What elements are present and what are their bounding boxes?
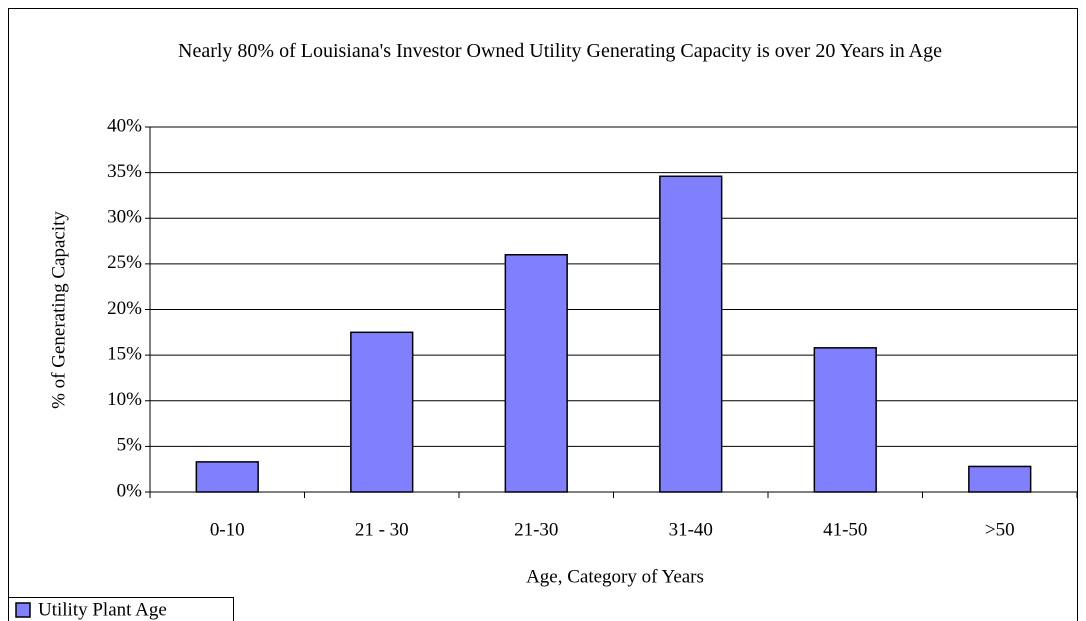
y-tick-label: 35% bbox=[107, 161, 142, 182]
bar bbox=[968, 465, 1032, 493]
x-tick-label: >50 bbox=[985, 519, 1015, 540]
y-tick-label: 40% bbox=[107, 115, 142, 136]
y-tick-label: 15% bbox=[107, 343, 142, 364]
bar bbox=[659, 175, 723, 493]
chart-title: Nearly 80% of Louisiana's Investor Owned… bbox=[178, 40, 942, 62]
x-tick-label: 21-30 bbox=[514, 519, 558, 540]
x-tick-label: 0-10 bbox=[210, 519, 245, 540]
y-axis-label: % of Generating Capacity bbox=[48, 211, 69, 409]
y-tick-label: 20% bbox=[107, 298, 142, 319]
bar bbox=[350, 331, 414, 493]
x-axis-label: Age, Category of Years bbox=[526, 566, 704, 587]
x-tick-label: 41-50 bbox=[823, 519, 867, 540]
x-tick-label: 21 - 30 bbox=[355, 519, 409, 540]
y-tick-label: 0% bbox=[117, 480, 143, 501]
legend-label: Utility Plant Age bbox=[38, 599, 167, 620]
x-tick-label: 31-40 bbox=[669, 519, 713, 540]
legend-swatch bbox=[15, 602, 31, 618]
bar bbox=[195, 461, 259, 493]
y-tick-label: 10% bbox=[107, 389, 142, 410]
y-tick-label: 5% bbox=[117, 435, 143, 456]
bar bbox=[504, 254, 568, 493]
y-tick-label: 25% bbox=[107, 252, 142, 273]
y-tick-label: 30% bbox=[107, 207, 142, 228]
bar bbox=[813, 347, 877, 493]
legend-box bbox=[8, 597, 234, 621]
